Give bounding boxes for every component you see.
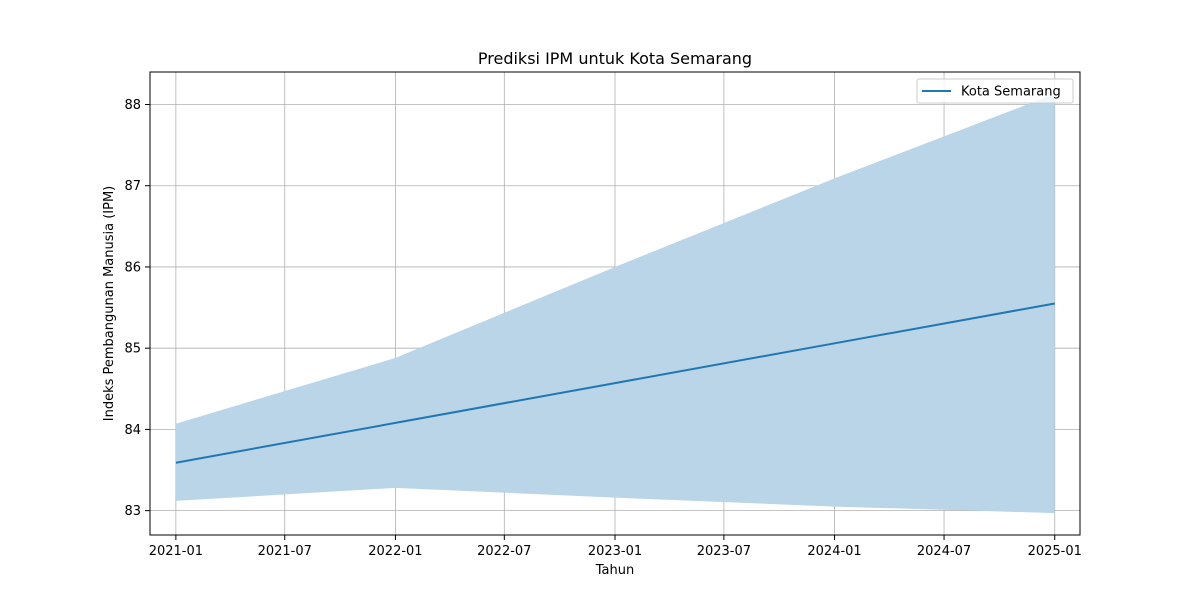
x-tick-label: 2022-01	[368, 544, 422, 559]
legend-entry-label: Kota Semarang	[961, 85, 1061, 100]
series-line	[175, 302, 1055, 464]
y-axis-ticks: 83 84 85 86 87 88	[124, 98, 150, 519]
y-tick-label: 83	[124, 504, 141, 519]
x-tick-label: 2021-01	[149, 544, 203, 559]
y-tick-label: 85	[124, 342, 141, 357]
legend-box	[916, 78, 1074, 104]
confidence-band-layer	[175, 93, 1055, 514]
x-tick-label: 2023-07	[697, 544, 751, 559]
x-tick-label: 2021-07	[258, 544, 312, 559]
series-line-layer	[175, 302, 1055, 464]
chart-title: Prediksi IPM untuk Kota Semarang	[478, 49, 752, 68]
x-tick-label: 2025-01	[1028, 544, 1082, 559]
x-tick-label: 2023-01	[588, 544, 642, 559]
y-tick-label: 84	[124, 423, 141, 438]
y-tick-label: 87	[124, 179, 141, 194]
y-axis-label: Indeks Pembangunan Manusia (IPM)	[102, 186, 117, 422]
y-tick-label: 86	[124, 260, 141, 275]
x-tick-label: 2024-07	[917, 544, 971, 559]
x-tick-label: 2022-07	[477, 544, 531, 559]
x-axis-label: Tahun	[595, 563, 634, 578]
x-tick-label: 2024-01	[807, 544, 861, 559]
legend: Kota Semarang	[916, 78, 1074, 104]
y-tick-label: 88	[124, 98, 141, 113]
confidence-band	[175, 93, 1055, 514]
x-axis-ticks: 2021-01 2021-07 2022-01 2022-07 2023-01 2023-…	[149, 535, 1082, 559]
